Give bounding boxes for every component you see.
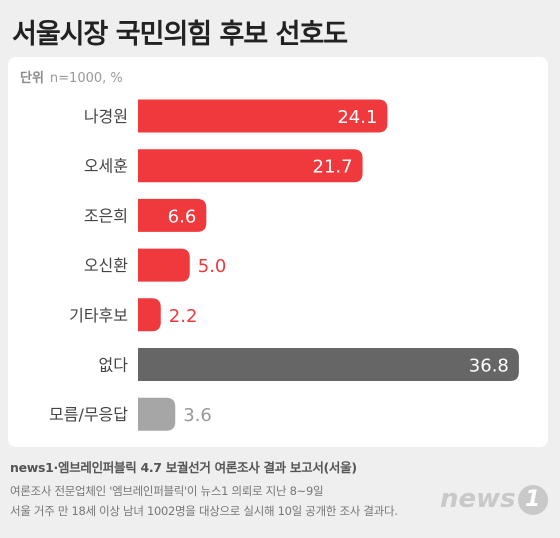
bar xyxy=(138,248,190,282)
value-label: 5.0 xyxy=(198,256,227,277)
value-label: 36.8 xyxy=(469,356,509,377)
logo-word: news xyxy=(440,484,516,514)
value-label: 2.2 xyxy=(169,306,198,327)
bar xyxy=(138,198,207,232)
source-line-2: 서울 거주 만 18세 이상 남녀 1002명을 대상으로 실시해 10일 공개… xyxy=(10,504,398,518)
category-label: 없다 xyxy=(99,356,129,375)
bar xyxy=(138,99,388,133)
news1-logo: news 1 xyxy=(440,484,548,515)
category-label: 오신환 xyxy=(84,256,128,275)
chart-card: 단위 n=1000, % 나경원 24.1 오세훈 21.7 조은희 6.6 오신환 5.0 기타… xyxy=(8,57,548,447)
category-label: 오세훈 xyxy=(84,157,128,176)
bar-chart: 나경원 24.1 오세훈 21.7 조은희 6.6 오신환 5.0 기타후보 2.2 없다 36.8 모… xyxy=(49,99,519,431)
category-label: 조은희 xyxy=(84,206,128,225)
unit-note: 단위 n=1000, % xyxy=(20,67,123,86)
source-line-1: 여론조사 전문업체인 '엠브레인퍼블릭'이 뉴스1 의뢰로 지난 8~9일 xyxy=(10,484,324,498)
category-label: 나경원 xyxy=(84,107,128,126)
bar xyxy=(138,397,176,431)
bar xyxy=(138,149,363,183)
bar xyxy=(138,348,519,381)
value-label: 6.6 xyxy=(168,206,197,227)
value-label: 3.6 xyxy=(183,405,212,426)
unit-label: 단위 xyxy=(20,71,44,86)
chart-title: 서울시장 국민의힘 후보 선호도 xyxy=(12,19,348,50)
source-title: news1·엠브레인퍼블릭 4.7 보궐선거 여론조사 결과 보고서(서울) xyxy=(10,460,357,475)
unit-text: n=1000, % xyxy=(49,71,123,86)
category-label: 모름/무응답 xyxy=(49,405,128,424)
category-label: 기타후보 xyxy=(69,306,128,325)
value-label: 21.7 xyxy=(313,157,353,178)
logo-number: 1 xyxy=(517,484,548,515)
value-label: 24.1 xyxy=(337,107,377,128)
bar xyxy=(138,298,161,332)
